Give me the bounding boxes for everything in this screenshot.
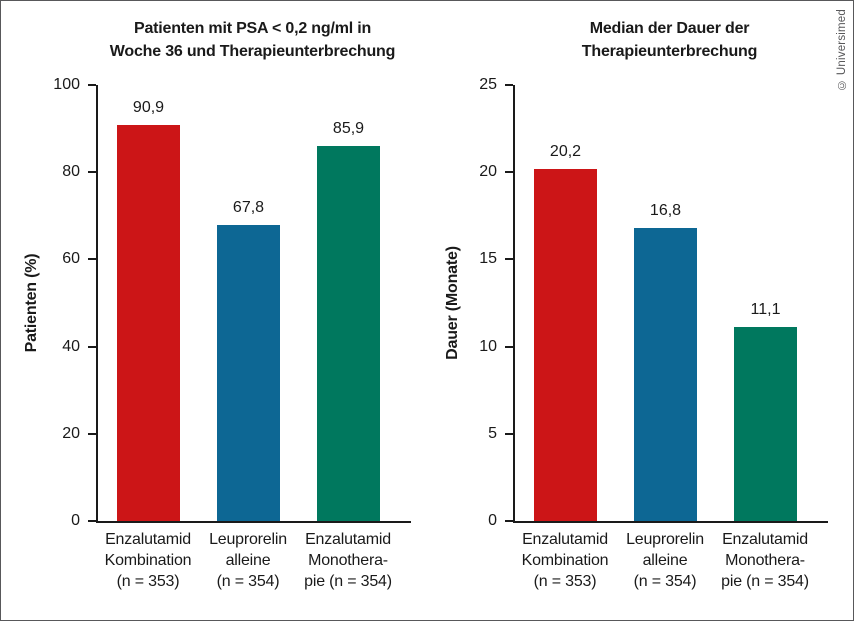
chart-title: Median der Dauer der Therapieunterbrechu… xyxy=(491,17,848,63)
category-label-line: alleine xyxy=(642,552,688,569)
category-label-line: pie (n = 354) xyxy=(304,573,392,590)
y-tick-mark xyxy=(88,258,96,260)
y-tick-mark xyxy=(88,84,96,86)
category-label: Enzalutamid Monothera-pie (n = 354) xyxy=(288,529,408,592)
bar xyxy=(217,225,280,521)
chart-title-line-1: Patienten mit PSA < 0,2 ng/ml in xyxy=(133,20,372,37)
category-label-line: alleine xyxy=(225,552,271,569)
value-label: 90,9 xyxy=(132,99,165,116)
value-label: 16,8 xyxy=(649,202,682,219)
y-tick-label: 20 xyxy=(479,163,497,180)
category-label-line: Kombination xyxy=(104,552,192,569)
category-label-line: Monothera- xyxy=(308,552,388,569)
category-label: Enzalutamid Kombination (n = 353) xyxy=(88,529,208,592)
y-tick-mark xyxy=(505,346,513,348)
y-axis-label: Patienten (%) xyxy=(23,253,40,353)
chart-title-line-2: Woche 36 und Therapieunterbrechung xyxy=(109,43,396,60)
chart-title-line-2: Therapieunterbrechung xyxy=(581,43,758,60)
chart-title-line-1: Median der Dauer der xyxy=(589,20,750,37)
y-tick-mark xyxy=(88,433,96,435)
category-label-line: Enzalutamid xyxy=(722,531,808,548)
category-label-line: Enzalutamid xyxy=(522,531,608,548)
chart-title: Patienten mit PSA < 0,2 ng/ml in Woche 3… xyxy=(74,17,431,63)
y-tick-mark xyxy=(505,433,513,435)
category-label-line: Enzalutamid xyxy=(105,531,191,548)
category-label-line: (n = 354) xyxy=(633,573,697,590)
category-label-line: (n = 353) xyxy=(533,573,597,590)
y-tick-mark xyxy=(88,520,96,522)
y-tick-label: 80 xyxy=(62,163,80,180)
plot-area: 0 5 10 15 20 25 20,2 Enzalutamid Kombination (n =… xyxy=(479,76,828,590)
bar xyxy=(317,146,380,521)
value-label: 67,8 xyxy=(232,199,265,216)
y-tick-mark xyxy=(505,258,513,260)
bar xyxy=(534,169,597,521)
y-tick-mark xyxy=(505,171,513,173)
category-label-line: Leuprorelin xyxy=(209,531,287,548)
y-tick-label: 5 xyxy=(488,425,497,442)
y-tick-label: 40 xyxy=(62,338,80,355)
plot-area: 0 20 40 60 80 100 90,9 Enzalutamid Kombination (n… xyxy=(53,76,411,590)
category-label-line: Kombination xyxy=(521,552,609,569)
copyright-label: © Universimed xyxy=(836,9,848,91)
y-tick-mark xyxy=(88,346,96,348)
y-tick-mark xyxy=(505,520,513,522)
y-tick-label: 0 xyxy=(71,512,80,529)
category-label-line: Monothera- xyxy=(725,552,805,569)
bar xyxy=(117,125,180,521)
y-tick-label: 60 xyxy=(62,250,80,267)
y-tick-label: 10 xyxy=(479,338,497,355)
y-tick-label: 15 xyxy=(479,250,497,267)
y-tick-label: 0 xyxy=(488,512,497,529)
category-label-line: (n = 353) xyxy=(116,573,180,590)
category-label-line: pie (n = 354) xyxy=(721,573,809,590)
bar xyxy=(734,327,797,521)
category-label: Enzalutamid Monothera-pie (n = 354) xyxy=(705,529,825,592)
category-label: Enzalutamid Kombination (n = 353) xyxy=(505,529,625,592)
y-axis-label: Dauer (Monate) xyxy=(444,246,461,360)
y-tick-mark xyxy=(505,84,513,86)
value-label: 11,1 xyxy=(750,301,781,318)
category-label-line: Leuprorelin xyxy=(626,531,704,548)
value-label: 20,2 xyxy=(549,143,582,160)
y-tick-label: 25 xyxy=(479,76,497,93)
category-label-line: Enzalutamid xyxy=(305,531,391,548)
y-tick-mark xyxy=(88,171,96,173)
bar xyxy=(634,228,697,521)
y-tick-label: 20 xyxy=(62,425,80,442)
category-label-line: (n = 354) xyxy=(216,573,280,590)
y-tick-label: 100 xyxy=(53,76,80,93)
value-label: 85,9 xyxy=(332,120,365,137)
category-label: Leuprorelin alleine (n = 354) xyxy=(605,529,725,592)
category-label: Leuprorelin alleine (n = 354) xyxy=(188,529,308,592)
